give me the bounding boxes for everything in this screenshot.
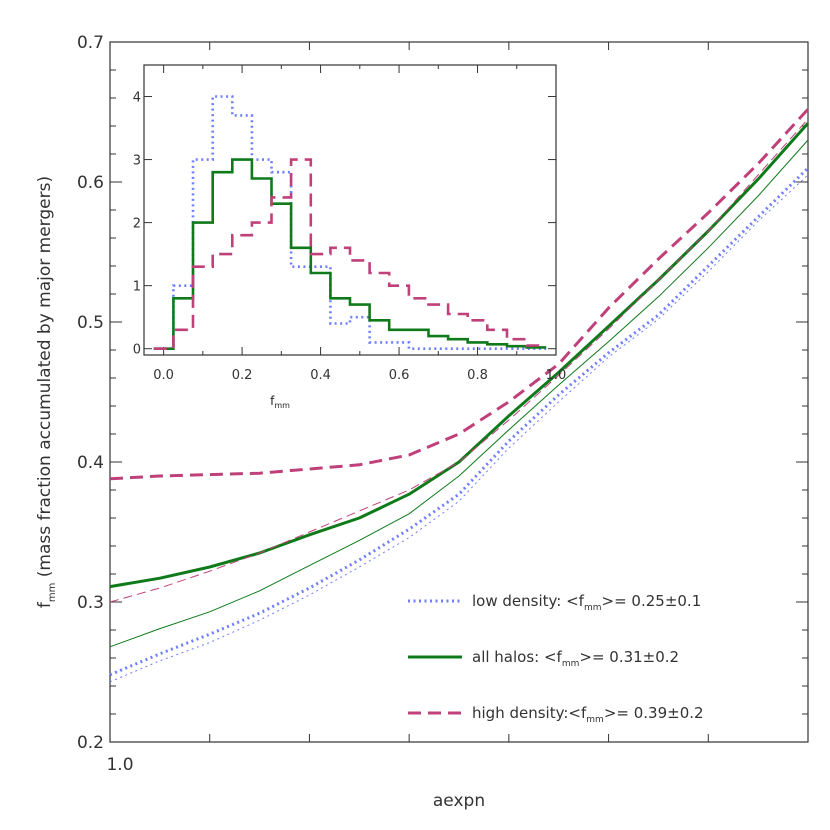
series-line-high-density-thick	[109, 108, 810, 481]
y-tick-label: 0.7	[77, 33, 104, 53]
inset-y-tick-label: 3	[133, 154, 141, 169]
y-tick-label: 0.3	[77, 593, 104, 613]
y-axis-title: fmm (mass fraction accumulated by major …	[35, 176, 58, 608]
series-line-low-density-thick	[109, 166, 810, 677]
legend-label-main: high density:<f	[472, 704, 587, 722]
inset-x-tick-label: 0.0	[153, 368, 174, 383]
y-axis-title-subscript: mm	[47, 583, 58, 602]
inset-histogram: 0.0 0.2 0.4 0.6 0.8 1.0 0 1 2 3 4 fmm	[133, 64, 567, 410]
y-axis-title-main: f	[35, 601, 55, 608]
inset-x-axis-title-subscript: mm	[274, 401, 290, 410]
inset-x-axis-title-main: f	[270, 394, 275, 408]
inset-frame	[143, 64, 557, 356]
inset-x-tick-label: 0.6	[389, 368, 410, 383]
inset-y-tick-label: 1	[133, 280, 141, 295]
legend-label-rest: >= 0.31±0.2	[579, 648, 679, 666]
main-plot-frame	[109, 41, 809, 743]
histogram-step-all-halos	[153, 158, 547, 350]
inset-y-tick-label: 0	[133, 343, 141, 358]
y-tick-label: 0.6	[77, 173, 104, 193]
y-axis-title-rest: (mass fraction accumulated by major merg…	[35, 176, 55, 583]
legend-label-rest: >= 0.39±0.2	[604, 704, 704, 722]
legend-label-subscript: mm	[584, 603, 602, 613]
inset-x-tick-label: 1.0	[546, 368, 567, 383]
legend-label-subscript: mm	[586, 715, 604, 725]
legend-label-main: all halos: <f	[472, 648, 563, 666]
y-tick-label: 0.4	[77, 453, 104, 473]
x-tick-label: 1.0	[106, 755, 133, 775]
legend-label-all-halos: all halos: <fmm>= 0.31±0.2	[472, 648, 679, 669]
y-tick-label: 0.5	[77, 313, 104, 333]
inset-x-tick-label: 0.2	[232, 368, 253, 383]
legend-label-high-density: high density:<fmm>= 0.39±0.2	[472, 704, 704, 725]
inset-y-tick-label: 2	[133, 217, 141, 232]
series-line-high-density-thin	[109, 118, 809, 603]
inset-y-tick-label: 4	[133, 91, 141, 106]
y-tick-label: 0.2	[77, 733, 104, 753]
legend-label-subscript: mm	[562, 659, 580, 669]
histogram-step-low-density	[153, 95, 547, 350]
inset-x-tick-label: 0.4	[310, 368, 331, 383]
legend-label-main: low density: <f	[472, 592, 585, 610]
legend-label-low-density: low density: <fmm>= 0.25±0.1	[472, 592, 701, 613]
inset-x-axis-title: fmm	[270, 394, 290, 410]
series-line-low-density-thin	[109, 174, 809, 683]
series-line-all-halos-thin	[109, 139, 809, 648]
inset-x-tick-label: 0.8	[467, 368, 488, 383]
histogram-step-high-density	[153, 158, 547, 350]
legend-label-rest: >= 0.25±0.1	[602, 592, 702, 610]
x-axis-title: aexpn	[433, 791, 485, 811]
